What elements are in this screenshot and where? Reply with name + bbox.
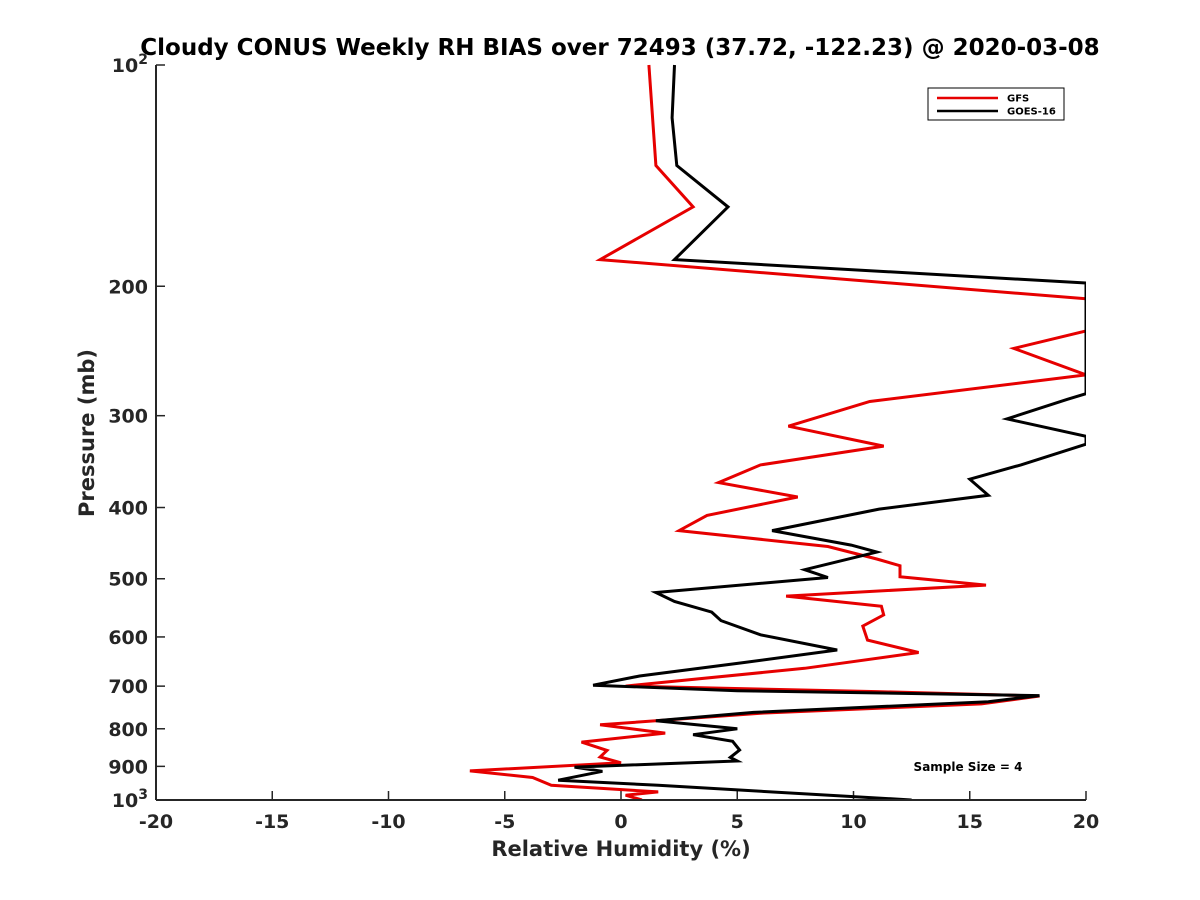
y-tick-label: 300 [108,406,148,428]
y-tick-label: 400 [108,498,148,520]
x-tick-label: 20 [1073,811,1099,833]
sample-size-annotation: Sample Size = 4 [914,760,1023,774]
y-tick-label: 500 [108,569,148,591]
y-tick-base: 10 [112,790,138,812]
y-tick-label: 800 [108,719,148,741]
y-tick-exponent: 3 [138,787,148,803]
legend-box [927,87,1065,121]
y-tick-exponent: 2 [138,52,148,68]
legend-label-goes16: GOES-16 [1007,107,1056,118]
y-tick-label: 600 [108,627,148,649]
x-tick-label: -20 [139,811,173,833]
y-tick-label: 103 [112,787,148,812]
series-line-goes16 [557,64,1086,801]
legend: GFS GOES-16 [927,87,1065,121]
chart-title: Cloudy CONUS Weekly RH BIAS over 72493 (… [140,35,1099,61]
y-tick-label: 102 [112,52,148,77]
x-tick-label: 10 [840,811,866,833]
series-line-gfs [469,64,1086,801]
x-tick-label: 5 [731,811,744,833]
y-tick-label: 200 [108,276,148,298]
x-tick-label: -5 [494,811,515,833]
x-tick-label: -10 [371,811,405,833]
series-layer [469,64,1086,801]
y-axis-label: Pressure (mb) [75,349,99,517]
y-tick-label: 700 [108,676,148,698]
x-tick-label: 15 [957,811,983,833]
x-tick-label: 0 [614,811,627,833]
x-axis-label: Relative Humidity (%) [491,837,750,861]
x-axis-ticks: -20 -15 -10 -5 0 5 10 15 20 [139,791,1099,833]
x-tick-label: -15 [255,811,289,833]
y-tick-base: 10 [112,55,138,77]
legend-label-gfs: GFS [1007,94,1029,105]
y-tick-label: 900 [108,756,148,778]
